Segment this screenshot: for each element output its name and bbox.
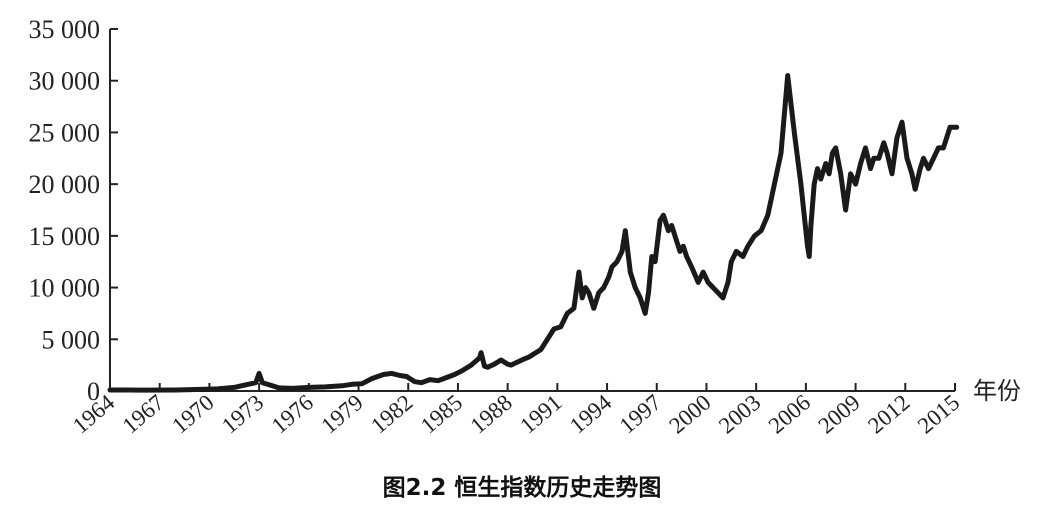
y-tick-label: 0 — [87, 377, 100, 406]
x-tick-label: 1967 — [118, 390, 169, 439]
x-tick-label: 1994 — [565, 389, 617, 438]
x-tick-label: 1982 — [366, 390, 417, 439]
x-tick-label: 1988 — [466, 390, 517, 439]
x-tick-label: 1973 — [217, 390, 268, 439]
x-tick-label: 2000 — [664, 390, 715, 439]
x-tick-label: 2006 — [764, 390, 815, 439]
x-tick-label: 1991 — [515, 390, 566, 439]
y-tick-label: 30 000 — [29, 67, 101, 96]
x-tick-label: 1976 — [267, 390, 318, 439]
y-tick-label: 25 000 — [29, 118, 101, 147]
x-tick-label: 1985 — [416, 390, 467, 439]
y-tick-label: 10 000 — [29, 274, 101, 303]
figure-caption: 图2.2 恒生指数历史走势图 — [382, 475, 662, 501]
y-tick-label: 35 000 — [29, 15, 101, 44]
y-tick-label: 5 000 — [42, 325, 101, 354]
series-line — [107, 73, 960, 393]
axes — [109, 29, 955, 392]
x-tick-label: 1979 — [316, 390, 367, 439]
series-group — [107, 73, 960, 393]
y-tick-label: 15 000 — [29, 222, 101, 251]
y-axis-ticks: 0 5 000 10 000 15 000 20 000 25 000 30 000 35 0… — [29, 15, 118, 406]
x-tick-label: 2012 — [863, 390, 914, 439]
x-tick-label: 1997 — [615, 390, 666, 439]
x-tick-label: 2003 — [714, 390, 765, 439]
x-tick-label: 2015 — [913, 390, 964, 439]
y-tick-label: 20 000 — [29, 170, 101, 199]
x-axis-label: 年份 — [973, 377, 1021, 405]
x-tick-label: 1970 — [167, 390, 218, 439]
x-tick-label: 1964 — [68, 389, 120, 438]
x-tick-label: 2009 — [813, 390, 864, 439]
